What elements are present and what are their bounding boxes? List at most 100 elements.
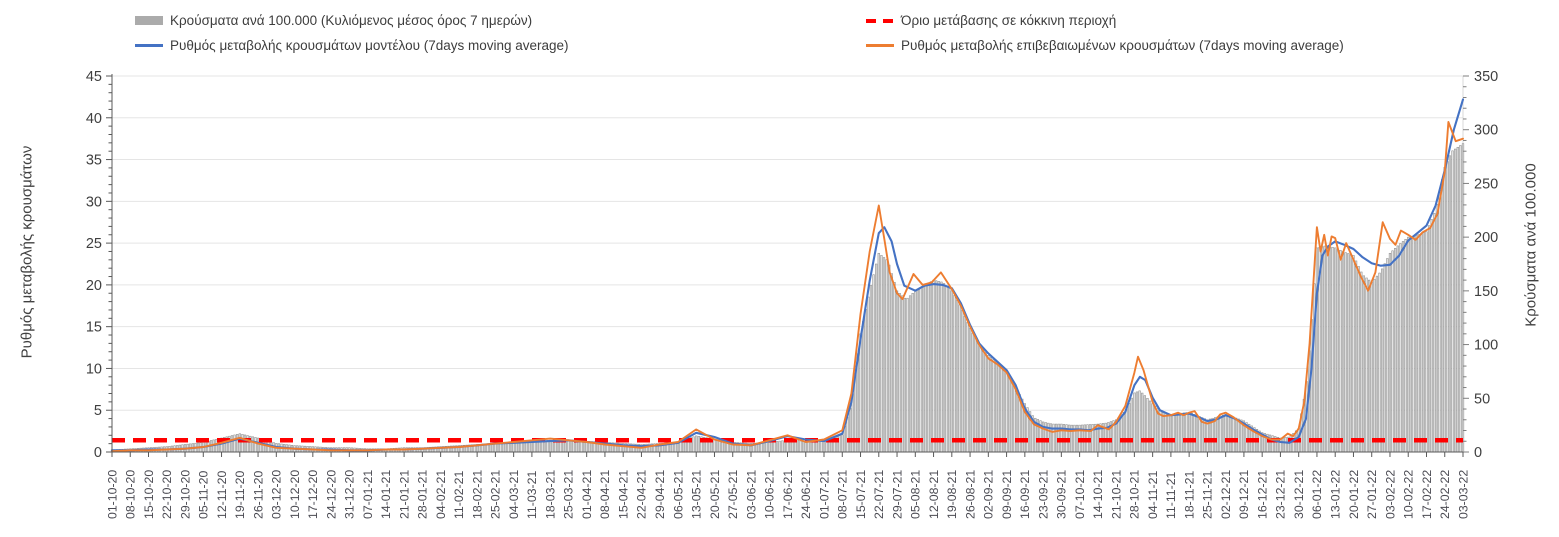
daily-case-bar <box>1159 410 1162 453</box>
legend-item-model-rate: Ρυθμός μεταβολής κρουσμάτων μοντέλου (7d… <box>135 38 569 53</box>
x-tick-label: 24-06-21 <box>799 470 813 519</box>
daily-case-bar <box>885 259 888 453</box>
daily-case-bar <box>692 436 695 453</box>
daily-case-bar <box>1206 419 1209 453</box>
x-tick-label: 05-11-20 <box>197 471 211 519</box>
daily-case-bar <box>1154 405 1157 453</box>
daily-case-bar <box>697 436 700 453</box>
daily-case-bar <box>762 442 766 453</box>
x-tick-label: 11-03-21 <box>525 471 539 519</box>
y-left-tick-label: 20 <box>86 278 102 294</box>
daily-case-bar <box>1164 412 1167 453</box>
daily-case-bar <box>966 322 969 453</box>
daily-case-bar <box>778 440 781 453</box>
daily-case-bar <box>1321 246 1324 453</box>
daily-case-bar <box>921 285 925 453</box>
daily-case-bar <box>984 351 987 453</box>
daily-case-bar <box>1130 397 1133 453</box>
daily-case-bar <box>1195 415 1199 453</box>
daily-case-bar <box>241 434 244 453</box>
daily-case-bar <box>1281 437 1285 453</box>
daily-case-bar <box>1446 161 1449 453</box>
x-tick-label: 01-10-20 <box>105 470 119 519</box>
daily-case-bar <box>1310 319 1313 453</box>
daily-case-bar <box>775 441 779 453</box>
orange-line-swatch-icon <box>866 44 894 47</box>
daily-case-bar <box>1018 394 1021 453</box>
legend-item-confirmed-rate: Ρυθμός μεταβολής επιβεβαιωμένων κρουσμάτ… <box>866 38 1344 53</box>
x-tick-label: 12-08-21 <box>927 470 941 519</box>
daily-case-bar <box>987 355 990 453</box>
x-tick-label: 28-01-21 <box>416 470 430 519</box>
daily-case-bar <box>1381 268 1384 453</box>
daily-case-bar <box>770 441 773 453</box>
x-tick-label: 15-07-21 <box>854 470 868 519</box>
daily-case-bar <box>1161 412 1165 453</box>
daily-case-bar <box>1454 148 1457 453</box>
daily-case-bar <box>867 296 870 453</box>
daily-case-bar <box>1229 415 1233 453</box>
x-tick-label: 30-09-21 <box>1055 470 1069 519</box>
daily-case-bar <box>1349 254 1352 453</box>
x-tick-label: 28-10-21 <box>1128 470 1142 519</box>
daily-case-bar <box>1315 247 1319 453</box>
daily-case-bar <box>781 440 784 453</box>
y-left-tick-label: 25 <box>86 236 102 252</box>
daily-case-bar <box>1451 150 1454 453</box>
y-left-tick-label: 30 <box>86 194 102 210</box>
daily-case-bar <box>856 353 860 453</box>
daily-case-bar <box>1133 392 1136 453</box>
x-tick-label: 17-12-20 <box>306 470 320 519</box>
daily-case-bar <box>875 263 878 453</box>
x-tick-label: 22-07-21 <box>872 470 886 519</box>
daily-case-bar <box>1328 246 1332 453</box>
x-tick-label: 13-05-21 <box>690 470 704 519</box>
y-left-tick-label: 15 <box>86 320 102 336</box>
x-tick-label: 08-04-21 <box>598 470 612 519</box>
daily-case-bar <box>1141 392 1144 453</box>
daily-case-bar <box>948 288 951 453</box>
daily-case-bar <box>1417 234 1420 453</box>
daily-case-bar <box>713 438 716 453</box>
daily-case-bar <box>1456 146 1459 453</box>
bar-swatch-icon <box>135 16 163 25</box>
daily-case-bar <box>1435 203 1439 453</box>
x-tick-label: 22-10-20 <box>160 470 174 519</box>
daily-case-bar <box>1443 167 1446 453</box>
daily-case-bar <box>796 440 800 453</box>
x-tick-label: 26-11-20 <box>251 471 265 519</box>
daily-case-bar <box>246 435 249 453</box>
daily-case-bar <box>254 437 257 453</box>
y-left-tick-label: 45 <box>86 69 102 85</box>
legend-item-red-zone-threshold: Όριο μετάβασης σε κόκκινη περιοχή <box>866 13 1116 28</box>
daily-case-bar <box>971 332 974 453</box>
daily-case-bar <box>838 435 841 453</box>
x-tick-label: 24-02-22 <box>1438 470 1452 519</box>
daily-case-bar <box>1365 277 1368 453</box>
daily-case-bar <box>1352 255 1355 453</box>
daily-case-bar <box>932 279 935 453</box>
daily-case-bar <box>935 280 938 453</box>
daily-case-bar <box>1367 279 1371 453</box>
daily-case-bar <box>1211 417 1214 453</box>
daily-case-bar <box>1167 413 1170 453</box>
daily-case-bar <box>1414 235 1418 453</box>
blue-line-swatch-icon <box>135 44 163 47</box>
daily-case-bar <box>679 441 682 453</box>
red-dash-swatch-icon <box>866 18 894 23</box>
daily-case-bar <box>815 440 818 453</box>
daily-case-bar <box>1375 275 1379 453</box>
daily-case-bar <box>1125 408 1128 453</box>
y-right-tick-label: 0 <box>1474 445 1482 461</box>
daily-case-bar <box>1433 213 1436 453</box>
daily-case-bar <box>1401 241 1405 453</box>
daily-case-bar <box>1347 253 1350 453</box>
daily-case-bar <box>799 440 802 453</box>
daily-case-bar <box>1143 395 1146 453</box>
x-tick-label: 14-10-21 <box>1091 470 1105 519</box>
daily-case-bar <box>1284 437 1287 453</box>
daily-case-bar <box>1383 263 1386 453</box>
daily-case-bar <box>1370 281 1373 453</box>
daily-case-bar <box>1420 233 1423 453</box>
